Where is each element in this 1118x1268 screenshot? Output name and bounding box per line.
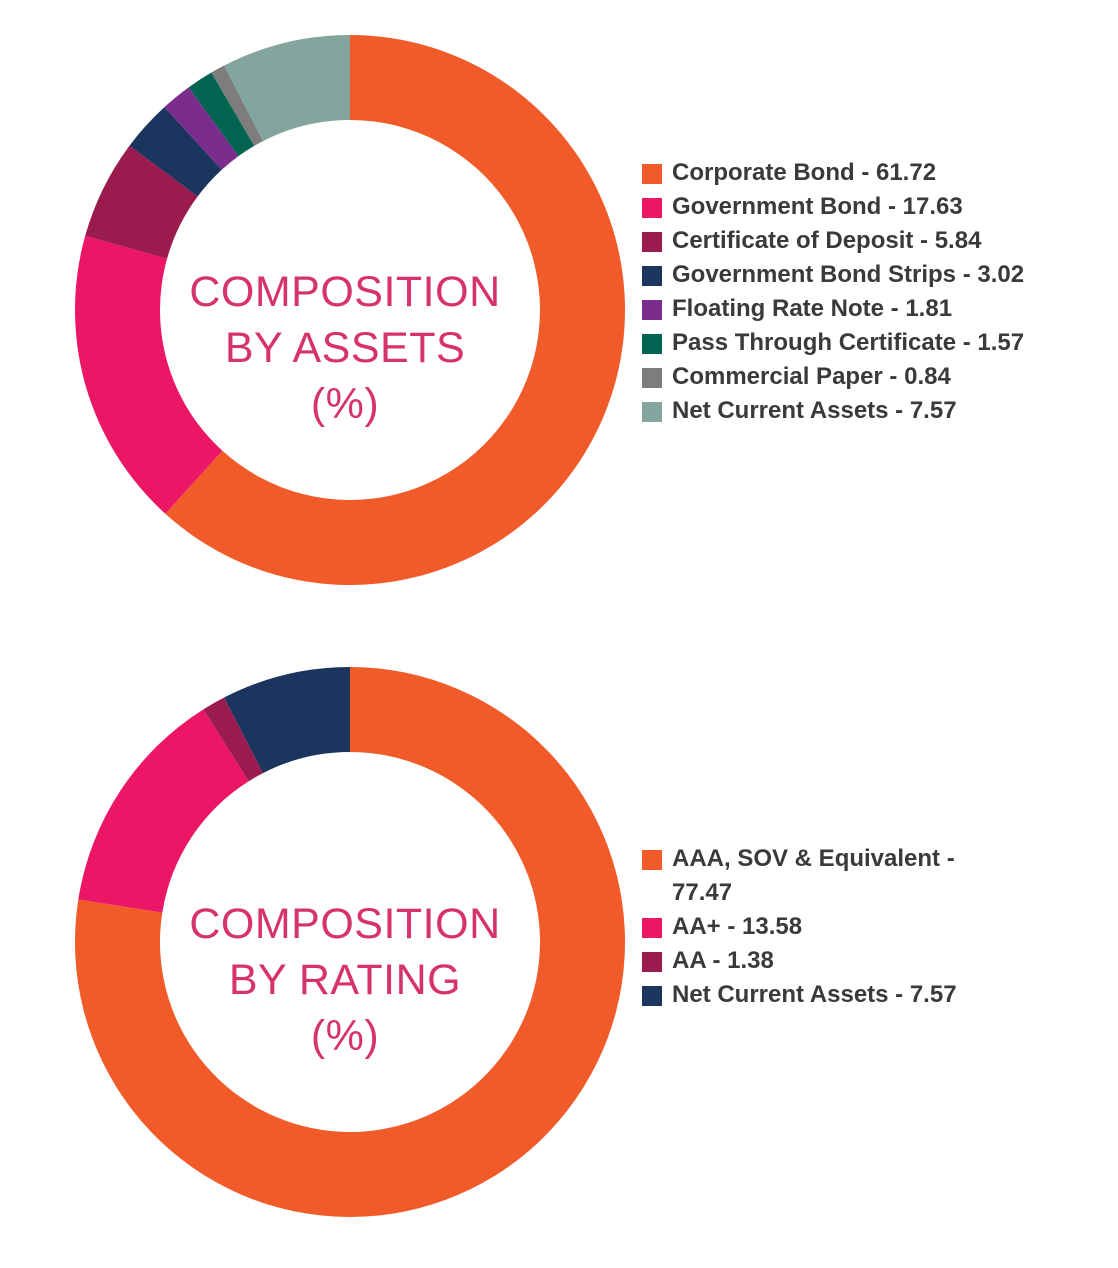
rating-title-line-3: (%): [310, 1012, 380, 1060]
legend-item: Government Bond - 17.63: [642, 190, 1024, 224]
legend-swatch: [642, 334, 662, 354]
legend-item: Net Current Assets - 7.57: [642, 978, 1002, 1012]
legend-item: Corporate Bond - 61.72: [642, 156, 1024, 190]
rating-chart-title: COMPOSITION BY RATING (%): [175, 896, 515, 1064]
legend-item: AA - 1.38: [642, 944, 1002, 978]
legend-item: Floating Rate Note - 1.81: [642, 292, 1024, 326]
legend-label: Government Bond - 17.63: [672, 193, 963, 220]
legend-label: Certificate of Deposit - 5.84: [672, 227, 982, 254]
donut-slice-corporate-bond: [165, 35, 625, 585]
legend-label: Floating Rate Note - 1.81: [672, 295, 953, 322]
legend-swatch: [642, 850, 662, 870]
legend-swatch: [642, 952, 662, 972]
donut-slice-government-bond: [75, 235, 223, 514]
legend-label: Government Bond Strips - 3.02: [672, 261, 1025, 288]
assets-title-line-1: COMPOSITION: [189, 268, 501, 316]
legend-label: AA+ - 13.58: [672, 913, 803, 940]
donut-slice-aa: [203, 697, 263, 782]
donut-slice-certificate-of-deposit: [85, 145, 198, 259]
legend-label: AAA, SOV & Equivalent - 77.47: [672, 845, 955, 906]
donut-slice-commercial-paper: [211, 65, 263, 146]
assets-composition-chart: COMPOSITION BY ASSETS (%) Corporate Bond…: [0, 0, 1118, 620]
legend-swatch: [642, 368, 662, 388]
rating-composition-chart: COMPOSITION BY RATING (%) AAA, SOV & Equ…: [0, 634, 1118, 1268]
donut-slice-floating-rate-note: [164, 87, 239, 170]
legend-item: Government Bond Strips - 3.02: [642, 258, 1024, 292]
donut-slice-government-bond-strips: [129, 107, 222, 197]
legend-label: AA - 1.38: [672, 947, 774, 974]
legend-item: Pass Through Certificate - 1.57: [642, 326, 1024, 360]
legend-swatch: [642, 986, 662, 1006]
legend-swatch: [642, 232, 662, 252]
donut-slice-pass-through-certificate: [188, 72, 255, 157]
legend-item: Net Current Assets - 7.57: [642, 394, 1024, 428]
donut-slice-net-current-assets: [224, 35, 350, 142]
legend-item: Commercial Paper - 0.84: [642, 360, 1024, 394]
legend-swatch: [642, 402, 662, 422]
legend-swatch: [642, 266, 662, 286]
legend-item: AAA, SOV & Equivalent - 77.47: [642, 842, 1002, 910]
donut-slice-aaa-sov-equivalent: [75, 667, 626, 1217]
legend-label: Net Current Assets - 7.57: [672, 397, 957, 424]
rating-legend: AAA, SOV & Equivalent - 77.47 AA+ - 13.5…: [642, 842, 1002, 1012]
legend-item: AA+ - 13.58: [642, 910, 1002, 944]
legend-swatch: [642, 198, 662, 218]
donut-slice-aa: [78, 709, 249, 913]
assets-donut: [75, 35, 625, 585]
legend-swatch: [642, 918, 662, 938]
donut-slice-net-current-assets: [224, 667, 350, 774]
legend-swatch: [642, 300, 662, 320]
assets-title-line-2: BY ASSETS: [224, 324, 466, 372]
legend-label: Corporate Bond - 61.72: [672, 159, 937, 186]
rating-title-line-1: COMPOSITION: [189, 900, 501, 948]
assets-legend: Corporate Bond - 61.72 Government Bond -…: [642, 156, 1024, 428]
legend-swatch: [642, 164, 662, 184]
legend-label: Commercial Paper - 0.84: [672, 363, 951, 390]
assets-title-line-3: (%): [310, 380, 380, 428]
assets-chart-title: COMPOSITION BY ASSETS (%): [175, 264, 515, 432]
rating-title-line-2: BY RATING: [228, 956, 462, 1004]
rating-donut: [75, 667, 626, 1217]
legend-label: Pass Through Certificate - 1.57: [672, 329, 1025, 356]
legend-item: Certificate of Deposit - 5.84: [642, 224, 1024, 258]
legend-label: Net Current Assets - 7.57: [672, 981, 957, 1008]
